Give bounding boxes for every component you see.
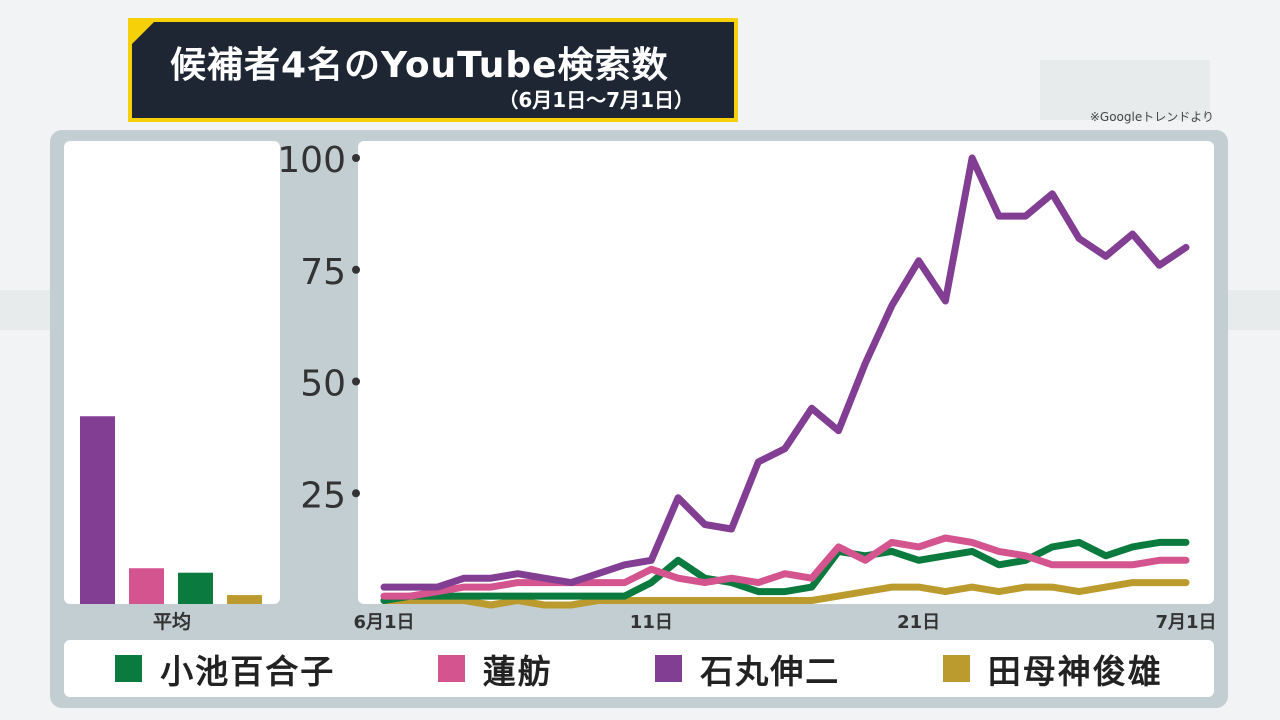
series-line-ishimaru [380,154,1190,591]
legend-label-tamogami: 田母神俊雄 [987,651,1163,691]
x-tick-label: 11日 [630,612,673,633]
legend-item-tamogami: 田母神俊雄 [942,645,1163,693]
title-corner-accent [132,22,154,44]
average-bar-koike [178,572,213,604]
x-tick-label: 7月1日 [1155,612,1216,633]
legend-swatch-renho [437,655,465,682]
chart-subtitle: （6月1日〜7月1日） [498,88,694,112]
y-tick-label: 100 [277,140,346,181]
source-note: ※Googleトレンドより [1089,110,1214,124]
average-bar-ishimaru [80,416,115,604]
legend-label-koike: 小池百合子 [160,651,336,691]
y-tick-dot [352,265,360,274]
legend: 小池百合子 蓮舫 石丸伸二 田母神俊雄 [64,640,1214,697]
legend-item-koike: 小池百合子 [115,645,335,693]
y-tick-label: 50 [300,364,346,405]
y-tick-label: 75 [300,252,346,293]
average-label: 平均 [152,611,191,633]
average-bar-renho [129,568,164,604]
legend-swatch-koike [115,655,143,682]
legend-item-ishimaru: 石丸伸二 [655,645,840,693]
y-tick-dot [352,154,360,162]
line-chart-card [358,141,1214,604]
legend-item-renho: 蓮舫 [437,645,553,693]
average-bar-tamogami [227,595,262,604]
y-tick-dot [352,489,360,498]
series-line-koike [380,538,1190,604]
chart-title: 候補者4名のYouTube検索数 [170,45,669,86]
legend-swatch-tamogami [942,655,970,682]
legend-swatch-ishimaru [655,655,683,682]
y-tick-label: 25 [300,475,346,516]
legend-label-renho: 蓮舫 [482,651,553,691]
x-tick-label: 21日 [897,612,940,633]
title-banner: 候補者4名のYouTube検索数 （6月1日〜7月1日） [128,18,738,122]
x-tick-label: 6月1日 [353,612,414,633]
background-stripe [1040,60,1210,120]
series-line-renho [380,534,1190,600]
legend-label-ishimaru: 石丸伸二 [700,651,841,691]
y-tick-dot [352,377,360,386]
series-line-tamogami [380,579,1190,609]
